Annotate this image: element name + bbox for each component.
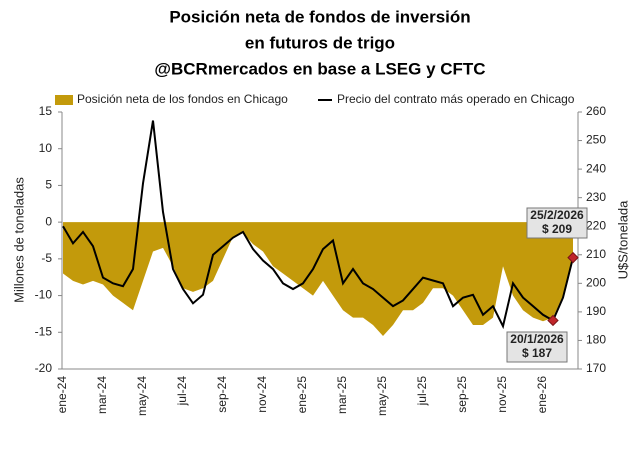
x-tick-label: sep-24 — [215, 376, 229, 413]
annotation-text: $ 187 — [522, 346, 552, 360]
y2-tick-label: 210 — [586, 247, 606, 261]
x-tick-label: jul-25 — [415, 376, 429, 407]
x-tick-label: mar-25 — [335, 376, 349, 414]
y2-tick-label: 250 — [586, 133, 606, 147]
x-tick-label: sep-25 — [455, 376, 469, 413]
x-tick-label: ene-24 — [55, 376, 69, 414]
y-tick-label: 10 — [39, 141, 53, 155]
x-tick-label: ene-25 — [295, 376, 309, 414]
y-tick-label: -20 — [35, 361, 53, 375]
y2-tick-label: 180 — [586, 333, 606, 347]
x-tick-label: nov-25 — [495, 376, 509, 413]
legend-swatch — [55, 95, 73, 105]
y2-tick-label: 240 — [586, 161, 606, 175]
y2-tick-label: 220 — [586, 218, 606, 232]
annotation-text: 25/2/2026 — [530, 208, 584, 222]
x-tick-label: may-24 — [135, 376, 149, 416]
y2-tick-label: 260 — [586, 104, 606, 118]
x-tick-label: may-25 — [375, 376, 389, 416]
annotation-text: 20/1/2026 — [510, 332, 564, 346]
net-position-area — [63, 222, 573, 336]
y2-tick-label: 230 — [586, 190, 606, 204]
y2-tick-label: 170 — [586, 361, 606, 375]
chart-title: en futuros de trigo — [245, 33, 395, 52]
price-line — [62, 120, 574, 330]
y2-tick-label: 200 — [586, 276, 606, 290]
annotation-marker — [567, 251, 579, 264]
annotation-text: $ 209 — [542, 222, 572, 236]
legend-label: Precio del contrato más operado en Chica… — [337, 92, 575, 106]
chart-title: @BCRmercados en base a LSEG y CFTC — [154, 59, 485, 78]
y2-tick-label: 190 — [586, 304, 606, 318]
y-tick-label: 5 — [45, 178, 52, 192]
y2-axis-title: U$S/tonelada — [615, 200, 630, 280]
x-tick-label: jul-24 — [175, 376, 189, 407]
x-tick-label: ene-26 — [535, 376, 549, 414]
annotation-marker — [547, 314, 559, 327]
chart-title: Posición neta de fondos de inversión — [169, 7, 470, 26]
y-tick-label: -10 — [35, 288, 53, 302]
y-tick-label: 15 — [39, 104, 53, 118]
annotation-box — [526, 207, 588, 239]
x-tick-label: mar-24 — [95, 376, 109, 414]
x-tick-label: nov-24 — [255, 376, 269, 413]
y-tick-label: -5 — [41, 251, 52, 265]
y-tick-label: -15 — [35, 324, 53, 338]
y-axis-title: Millones de toneladas — [11, 177, 26, 303]
annotation-box — [506, 331, 568, 363]
y-tick-label: 0 — [45, 214, 52, 228]
legend-label: Posición neta de los fondos en Chicago — [77, 92, 288, 106]
